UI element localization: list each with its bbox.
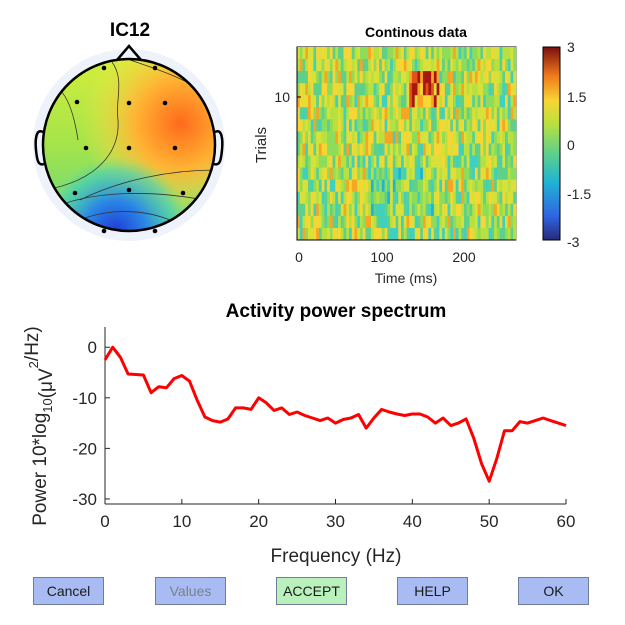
nose-shape: [116, 44, 142, 61]
x-tick-label: 10: [172, 512, 191, 531]
colorbar-tick: -3: [567, 234, 580, 250]
colorbar: [542, 46, 561, 241]
chart-title: Activity power spectrum: [226, 301, 447, 322]
help-button[interactable]: HELP: [397, 577, 468, 605]
series-line: [103, 345, 567, 483]
y-tick-label: 0: [88, 338, 97, 357]
ok-button[interactable]: OK: [518, 577, 589, 605]
left-ear: [34, 130, 45, 166]
right-ear: [213, 130, 224, 166]
erp-x-tick: 0: [295, 249, 303, 265]
cancel-button[interactable]: Cancel: [33, 577, 104, 605]
erp-x-label: Time (ms): [375, 270, 437, 286]
erp-y-tick: 10: [274, 89, 290, 105]
y-tick-label: -20: [72, 439, 97, 458]
erp-x-tick: 100: [370, 249, 394, 265]
x-tick-label: 50: [480, 512, 499, 531]
x-tick-label: 0: [100, 512, 109, 531]
x-tick-label: 60: [557, 512, 576, 531]
colorbar-tick: 1.5: [567, 89, 587, 105]
y-tick-label: -30: [72, 490, 97, 509]
electrode-dots: [72, 65, 186, 234]
y-tick-label: -10: [72, 389, 97, 408]
erp-image-cells: [297, 47, 517, 241]
y-axis-label: Power 10*log10(μV2/Hz): [22, 326, 57, 526]
power-spectrum-chart: Activity power spectrum 0 10 20 30 40 50 60 0 -1…: [22, 301, 576, 567]
values-button[interactable]: Values: [155, 577, 226, 605]
colorbar-tick: 0: [567, 137, 575, 153]
topo-surface: [43, 59, 215, 231]
accept-button[interactable]: ACCEPT: [276, 577, 347, 605]
topo-map: [33, 44, 225, 241]
x-tick-label: 30: [326, 512, 345, 531]
colorbar-tick: 3: [567, 40, 575, 55]
erp-image: 10 Trials 0 100 200 Time (ms) 3 1.5 0 -1…: [253, 40, 591, 286]
x-tick-label: 20: [249, 512, 268, 531]
x-tick-label: 40: [403, 512, 422, 531]
x-axis-label: Frequency (Hz): [271, 546, 402, 567]
erp-y-label: Trials: [253, 127, 270, 163]
erp-image-title: Continous data: [365, 24, 467, 40]
colorbar-tick: -1.5: [567, 186, 591, 202]
erp-x-tick: 200: [452, 249, 476, 265]
head-outline: [41, 57, 217, 233]
topo-title: IC12: [109, 20, 151, 41]
